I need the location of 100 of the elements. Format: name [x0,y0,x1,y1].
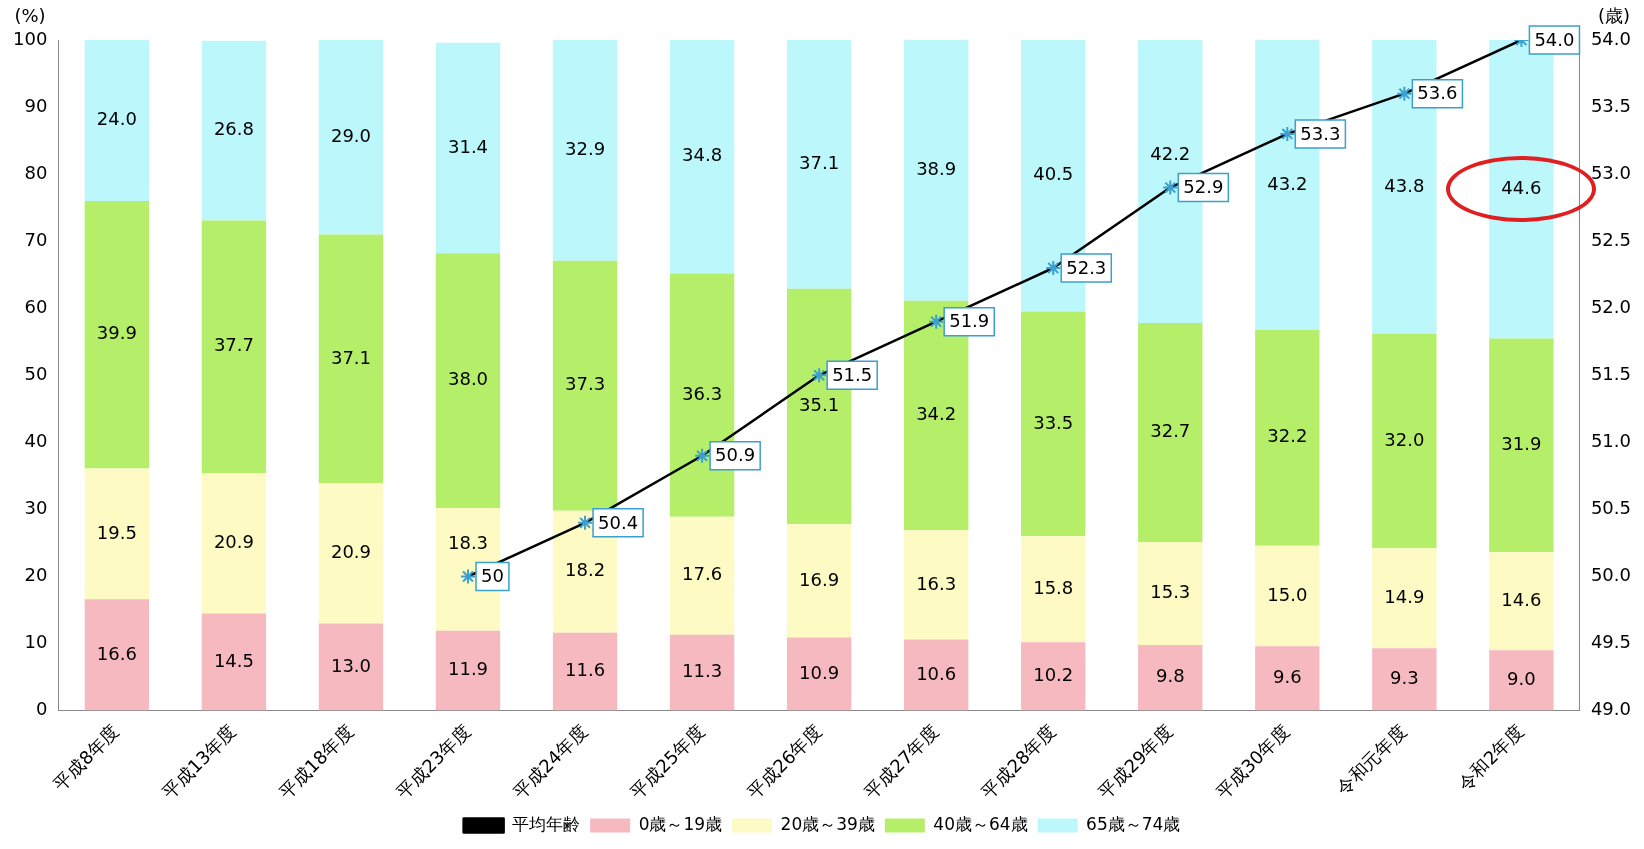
data-label: 11.3 [682,660,723,682]
data-label: 50.4 [598,511,639,533]
legend-label: 40歳～64歳 [933,813,1028,834]
data-label: 16.9 [799,568,840,590]
y2-tick-label: 53.5 [1590,94,1631,116]
data-label: 37.7 [213,334,254,356]
bar [1372,648,1437,711]
bar [1021,642,1086,711]
bar [318,234,384,484]
y2-tick-label: 51.0 [1590,430,1631,452]
bar [435,630,501,711]
data-label: 9.6 [1272,666,1302,688]
bar [1021,311,1086,537]
x-tick-label: 平成29年度 [1094,720,1177,803]
data-label: 40.5 [1033,163,1074,185]
data-label: 32.0 [1384,428,1425,450]
y-tick-label: 0 [35,698,48,720]
data-label: 11.6 [565,659,606,681]
data-label: 14.6 [1501,588,1542,610]
y-tick-label: 90 [24,94,48,116]
data-label: 10.9 [799,661,840,683]
y2-tick-label: 49.5 [1590,631,1631,653]
data-label: 53.6 [1417,82,1458,104]
legend-label: 20歳～39歳 [780,813,875,834]
bar [435,42,501,254]
data-label: 20.9 [213,530,254,552]
data-label: 43.8 [1384,174,1425,196]
x-tick-label: 平成27年度 [860,720,943,803]
data-label: 33.5 [1033,411,1074,433]
x-tick-label: 平成8年度 [49,720,124,795]
x-tick-label: 平成28年度 [977,720,1060,803]
bar [1255,545,1320,647]
bar [669,516,735,635]
y2-tick-label: 53.0 [1590,161,1631,183]
bar [786,524,852,638]
data-label: 37.1 [330,346,371,368]
data-label: 14.9 [1384,585,1425,607]
data-label: 15.8 [1033,576,1074,598]
bar [669,40,735,274]
bar [904,40,969,301]
data-label: 43.2 [1267,172,1308,194]
y2-tick-label: 54.0 [1590,27,1631,49]
data-label: 19.5 [96,521,137,543]
bar [786,40,852,289]
x-tick-label: 平成26年度 [743,720,826,803]
data-label: 15.3 [1150,581,1191,603]
x-tick-label: 令和2年度 [1453,720,1528,795]
bar [552,40,618,261]
bar [84,40,150,201]
bar [1489,650,1554,711]
y-tick-label: 100 [13,27,48,49]
data-label: 35.1 [799,394,840,416]
data-label: 17.6 [682,563,723,585]
data-label: 9.3 [1390,667,1419,689]
bar [552,260,618,511]
data-label: 32.7 [1150,420,1191,442]
data-label: 16.6 [96,642,137,664]
data-label: 16.3 [916,572,957,594]
y-tick-label: 30 [24,497,48,519]
data-label: 34.2 [916,403,957,425]
data-label: 38.0 [447,368,489,390]
bar [552,632,618,711]
y2-tick-label: 50.5 [1590,497,1631,519]
bar [1138,644,1203,711]
data-label: 39.9 [96,322,137,344]
data-label: 11.9 [447,658,489,680]
y-tick-label: 20 [24,564,48,586]
data-label: 50.9 [715,444,756,466]
data-label: 37.3 [565,373,606,395]
bar [201,220,267,474]
bar [1372,333,1437,549]
legend-label: 平均年齢 [512,813,581,834]
bar [84,468,150,600]
y-tick-label: 60 [24,295,48,317]
bar [1255,646,1320,711]
data-label: 51.5 [832,363,873,385]
bar [1489,338,1554,553]
bar [1138,542,1203,645]
data-label: 14.5 [213,649,254,671]
bar [318,623,384,711]
bar [1021,536,1086,643]
data-label: 42.2 [1150,143,1191,165]
bar [435,253,501,509]
data-label: 44.6 [1501,176,1542,198]
bar [201,613,267,711]
data-label: 20.9 [330,541,371,563]
data-label: 31.4 [447,135,489,157]
bar [84,200,150,469]
bar [786,637,852,711]
data-label: 9.8 [1155,665,1185,687]
data-label: 32.9 [565,137,606,159]
y-tick-label: 40 [24,430,48,452]
bar [1372,548,1437,649]
y-tick-label: 10 [24,631,48,653]
bar [1138,323,1203,543]
legend-label: 65歳～74歳 [1086,813,1181,834]
y2-tick-label: 51.5 [1590,362,1631,384]
data-label: 18.2 [565,559,606,581]
y2-tick-label: 50.0 [1590,564,1631,586]
data-label: 36.3 [682,382,723,404]
